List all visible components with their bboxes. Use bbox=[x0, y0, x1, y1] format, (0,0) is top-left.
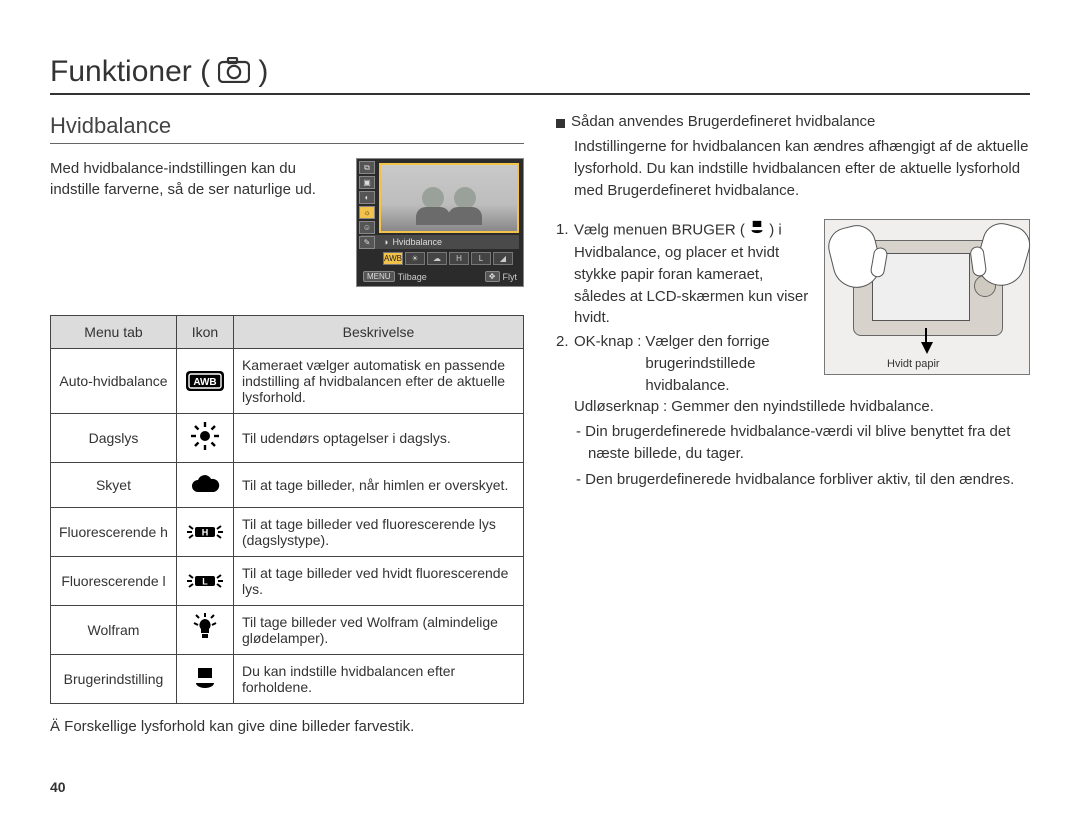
col-header-desc: Beskrivelse bbox=[233, 316, 523, 349]
menu-cell: Fluorescerende l bbox=[51, 557, 177, 606]
table-row: Auto-hvidbalance AWB Kameraet vælger aut… bbox=[51, 349, 524, 414]
lcd-bottom-bar: MENU Tilbage ✥ Flyt bbox=[357, 268, 523, 286]
lcd-option-icon: H bbox=[449, 252, 469, 265]
custom-wb-icon bbox=[749, 219, 765, 242]
intro-paragraph: Indstillingerne for hvidbalancen kan ænd… bbox=[574, 136, 1030, 201]
table-row: Fluorescerende l L Til at tage billeder … bbox=[51, 557, 524, 606]
desc-cell: Kameraet vælger automatisk en passende i… bbox=[233, 349, 523, 414]
subheading: Hvidbalance bbox=[50, 113, 524, 144]
lcd-back-btn: MENU bbox=[363, 271, 395, 282]
step1-pre: Vælg menuen BRUGER ( bbox=[574, 222, 745, 239]
col-header-icon: Ikon bbox=[176, 316, 233, 349]
step2-val: Vælger den forrige brugerindstillede hvi… bbox=[645, 331, 810, 396]
svg-text:AWB: AWB bbox=[193, 377, 216, 388]
cloudy-icon bbox=[185, 471, 225, 499]
page-number: 40 bbox=[50, 779, 66, 795]
intro-text: Med hvidbalance-indstillingen kan du ind… bbox=[50, 158, 340, 287]
lcd-move-label: Flyt bbox=[503, 272, 518, 282]
lcd-back-label: Tilbage bbox=[398, 272, 427, 282]
lcd-option-icon: AWB bbox=[383, 252, 403, 265]
menu-cell: Auto-hvidbalance bbox=[51, 349, 177, 414]
dash-item: - Den brugerdefinerede hvidbalance forbl… bbox=[576, 469, 1030, 491]
dash-item: - Din brugerdefinerede hvidbalance-værdi… bbox=[576, 421, 1030, 465]
desc-cell: Du kan indstille hvidbalancen efter forh… bbox=[233, 655, 523, 704]
camera-icon bbox=[218, 57, 250, 88]
menu-cell: Dagslys bbox=[51, 414, 177, 463]
col-header-menu: Menu tab bbox=[51, 316, 177, 349]
lcd-options-row: AWB ☀ ☁ H L ◢ bbox=[361, 249, 519, 268]
shutter-val: Gemmer den nyindstillede hvidbalance. bbox=[671, 398, 934, 415]
title-close-paren: ) bbox=[250, 55, 268, 89]
svg-text:H: H bbox=[202, 528, 209, 538]
lcd-band: ◑ Hvidbalance bbox=[361, 235, 519, 249]
menu-cell: Wolfram bbox=[51, 606, 177, 655]
lcd-option-icon: L bbox=[471, 252, 491, 265]
lcd-side-icon: ✎ bbox=[359, 236, 375, 249]
table-row: Fluorescerende h H Til at tage billeder … bbox=[51, 508, 524, 557]
lcd-side-icon: ☼ bbox=[359, 206, 375, 219]
arrow-icon bbox=[925, 328, 927, 342]
dash-list: - Din brugerdefinerede hvidbalance-værdi… bbox=[576, 421, 1030, 490]
lcd-move-icon: ✥ bbox=[485, 271, 500, 282]
table-row: Brugerindstilling Du kan indstille hvidb… bbox=[51, 655, 524, 704]
bullet-title: Sådan anvendes Brugerdefineret hvidbalan… bbox=[571, 113, 875, 130]
table-row: Skyet Til at tage billeder, når himlen e… bbox=[51, 463, 524, 508]
lcd-side-icon: ⧉ bbox=[359, 161, 375, 174]
shutter-key: Udløserknap bbox=[574, 398, 659, 415]
svg-text:L: L bbox=[202, 577, 208, 587]
page-title-row: Funktioner ( ) bbox=[50, 55, 1030, 95]
desc-cell: Til at tage billeder ved fluorescerende … bbox=[233, 508, 523, 557]
daylight-icon bbox=[185, 422, 225, 450]
desc-cell: Til at tage billeder ved hvidt fluoresce… bbox=[233, 557, 523, 606]
white-balance-table: Menu tab Ikon Beskrivelse Auto-hvidbalan… bbox=[50, 315, 524, 704]
lcd-option-icon: ☀ bbox=[405, 252, 425, 265]
menu-cell: Fluorescerende h bbox=[51, 508, 177, 557]
desc-cell: Til udendørs optagelser i dagslys. bbox=[233, 414, 523, 463]
menu-cell: Skyet bbox=[51, 463, 177, 508]
step2-key: OK-knap bbox=[574, 331, 633, 396]
right-column: Sådan anvendes Brugerdefineret hvidbalan… bbox=[556, 113, 1030, 735]
page-title: Funktioner ( bbox=[50, 55, 210, 89]
fluorescent-l-icon: L bbox=[185, 567, 225, 595]
custom-wb-icon bbox=[185, 664, 225, 692]
table-row: Dagslys Til udendørs optagelser i dagsly… bbox=[51, 414, 524, 463]
lcd-preview: ⧉ ▣ ◐ ☼ ☺ ✎ ◑ Hvidbal bbox=[356, 158, 524, 287]
table-row: Wolfram Til tage billeder ved Wolfram (a… bbox=[51, 606, 524, 655]
lcd-band-label: Hvidbalance bbox=[392, 237, 442, 247]
paper-figure: Hvidt papir bbox=[824, 219, 1030, 375]
left-column: Hvidbalance Med hvidbalance-indstillinge… bbox=[50, 113, 524, 735]
lcd-person bbox=[422, 187, 444, 209]
lcd-person bbox=[454, 187, 476, 209]
arrow-icon bbox=[921, 342, 933, 354]
desc-cell: Til at tage billeder, når himlen er over… bbox=[233, 463, 523, 508]
lcd-photo: ⧉ ▣ ◐ ☼ ☺ ✎ bbox=[379, 163, 519, 233]
steps-text: 1. Vælg menuen BRUGER ( ) i Hvidbalance,… bbox=[556, 219, 810, 396]
lcd-option-icon: ☁ bbox=[427, 252, 447, 265]
lcd-side-icon: ☺ bbox=[359, 221, 375, 234]
figure-caption: Hvidt papir bbox=[887, 358, 940, 370]
lcd-side-icon: ▣ bbox=[359, 176, 375, 189]
fluorescent-h-icon: H bbox=[185, 518, 225, 546]
lcd-option-icon: ◢ bbox=[493, 252, 513, 265]
square-bullet-icon bbox=[556, 119, 565, 128]
shutter-definition: Udløserknap : Gemmer den nyindstillede h… bbox=[574, 398, 1030, 415]
tungsten-icon bbox=[185, 614, 225, 642]
desc-cell: Til tage billeder ved Wolfram (almindeli… bbox=[233, 606, 523, 655]
menu-cell: Brugerindstilling bbox=[51, 655, 177, 704]
awb-icon: AWB bbox=[185, 367, 225, 395]
lcd-side-icon: ◐ bbox=[359, 191, 375, 204]
footnote: Ä Forskellige lysforhold kan give dine b… bbox=[50, 718, 524, 735]
